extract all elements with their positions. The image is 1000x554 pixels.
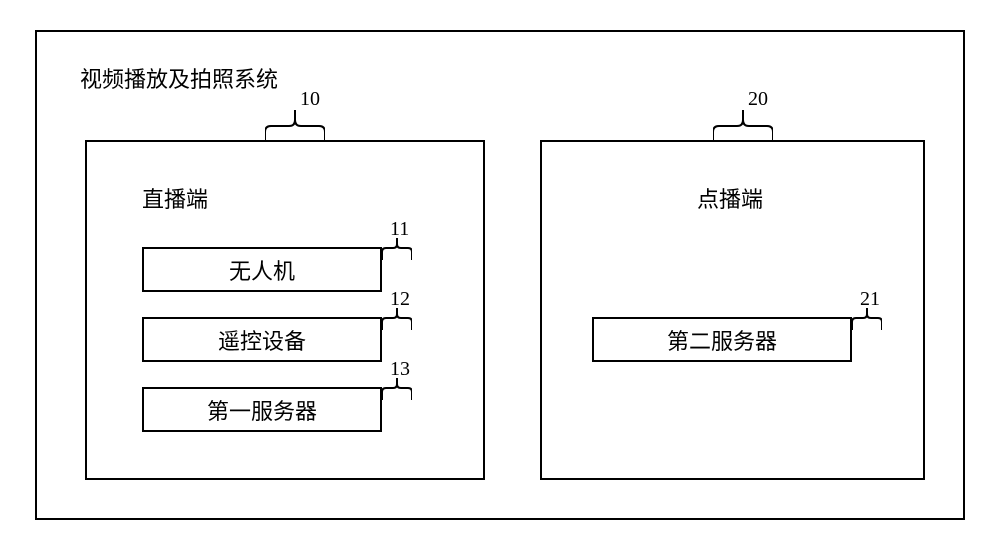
- system-title: 视频播放及拍照系统: [80, 62, 278, 94]
- callout-bracket-10: [265, 110, 325, 142]
- block-label: 第二服务器: [667, 324, 777, 356]
- callout-bracket-20: [713, 110, 773, 142]
- ref-label-20: 20: [748, 88, 768, 111]
- ref-label-12: 12: [390, 288, 410, 311]
- ref-label-11: 11: [390, 218, 409, 241]
- block-label: 第一服务器: [207, 394, 317, 426]
- left-box-title: 直播端: [142, 182, 208, 214]
- ref-label-21: 21: [860, 288, 880, 311]
- right-box: 点播端 第二服务器 21: [540, 140, 925, 480]
- ref-label-10: 10: [300, 88, 320, 111]
- block-server2: 第二服务器: [592, 317, 852, 362]
- callout-bracket-21: [852, 308, 882, 330]
- callout-bracket-13: [382, 378, 412, 400]
- callout-bracket-11: [382, 238, 412, 260]
- block-label: 无人机: [229, 254, 295, 286]
- block-server1: 第一服务器: [142, 387, 382, 432]
- callout-bracket-12: [382, 308, 412, 330]
- left-box: 直播端 无人机 11 遥控设备 12 第一服务器 13: [85, 140, 485, 480]
- right-box-title: 点播端: [697, 182, 763, 214]
- block-drone: 无人机: [142, 247, 382, 292]
- block-remote: 遥控设备: [142, 317, 382, 362]
- block-label: 遥控设备: [218, 324, 306, 356]
- ref-label-13: 13: [390, 358, 410, 381]
